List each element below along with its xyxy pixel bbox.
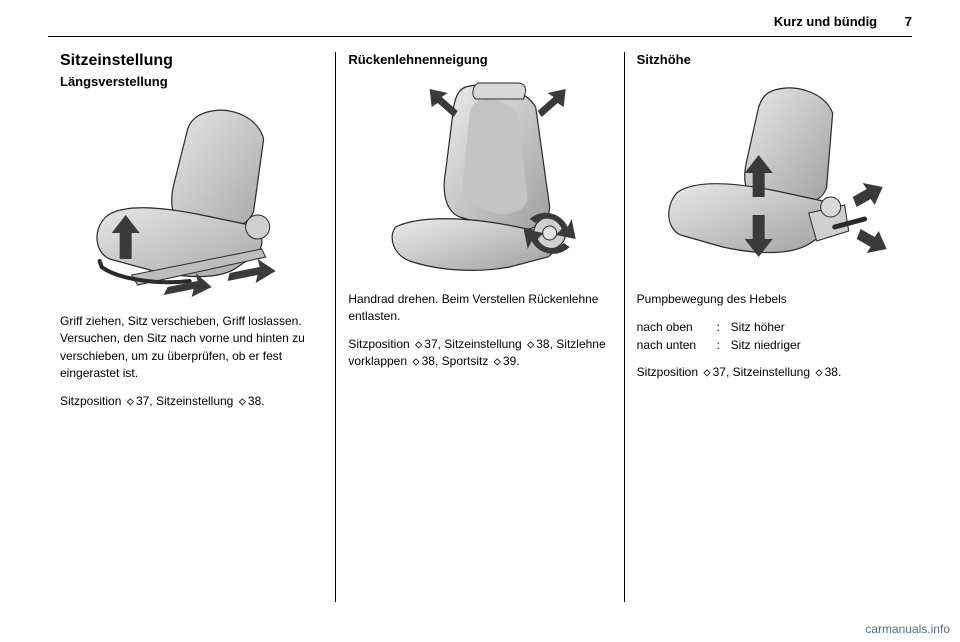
cross-reference: Sitzposition ◇37, Sitzeinstellung ◇38.: [637, 364, 900, 381]
ref-icon: ◇: [703, 364, 710, 381]
ref-icon: ◇: [415, 336, 422, 353]
cross-reference: Sitzposition ◇37, Sitzeinstellung ◇38, S…: [348, 336, 611, 371]
body-text: Pumpbewegung des Hebels: [637, 291, 900, 308]
row-value: Sitz niedriger: [731, 336, 900, 354]
table-row: nach unten : Sitz niedriger: [637, 336, 900, 354]
running-header: Kurz und bündig 7: [774, 14, 912, 29]
definition-table: nach oben : Sitz höher nach unten : Sitz…: [637, 318, 900, 354]
page-root: Kurz und bündig 7 Sitzeinstellung Längsv…: [0, 0, 960, 642]
watermark: carmanuals.info: [865, 622, 950, 636]
arrow-pump-icon: [852, 183, 886, 253]
figure-seat-recline: [348, 77, 611, 277]
chapter-title: Kurz und bündig: [774, 14, 877, 29]
subsection-title: Längsverstellung: [60, 74, 323, 89]
figure-seat-height: [637, 77, 900, 277]
figure-seat-longitudinal: [60, 99, 323, 299]
cross-reference: Sitzposition ◇37, Sitzeinstellung ◇38.: [60, 393, 323, 410]
column-1: Sitzeinstellung Längsverstellung: [48, 52, 335, 602]
subsection-title: Rückenlehnenneigung: [348, 52, 611, 67]
content-columns: Sitzeinstellung Längsverstellung: [48, 52, 912, 602]
body-text: Griff ziehen, Sitz verschieben, Griff lo…: [60, 313, 323, 383]
ref-icon: ◇: [494, 353, 501, 370]
ref-icon: ◇: [527, 336, 534, 353]
page-number: 7: [905, 14, 912, 29]
column-3: Sitzhöhe: [624, 52, 912, 602]
ref-icon: ◇: [412, 353, 419, 370]
ref-icon: ◇: [239, 393, 246, 410]
row-value: Sitz höher: [731, 318, 900, 336]
header-rule: [48, 36, 912, 37]
row-sep: :: [717, 318, 731, 336]
ref-icon: ◇: [815, 364, 822, 381]
row-label: nach oben: [637, 318, 717, 336]
subsection-title: Sitzhöhe: [637, 52, 900, 67]
ref-icon: ◇: [127, 393, 134, 410]
row-sep: :: [717, 336, 731, 354]
body-text: Handrad drehen. Beim Verstellen Rückenle…: [348, 291, 611, 326]
table-row: nach oben : Sitz höher: [637, 318, 900, 336]
row-label: nach unten: [637, 336, 717, 354]
section-title: Sitzeinstellung: [60, 52, 323, 70]
column-2: Rückenlehnenneigung: [335, 52, 623, 602]
